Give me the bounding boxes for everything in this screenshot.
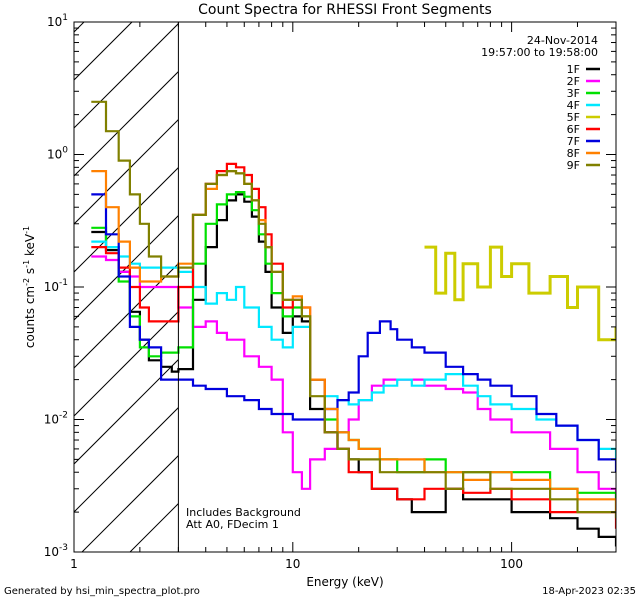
annotation-background: Includes Background <box>186 506 301 519</box>
x-tick-label: 10 <box>285 557 300 571</box>
x-tick-label: 100 <box>500 557 523 571</box>
series-line-4F <box>91 240 616 460</box>
legend-label-5F: 5F <box>567 111 580 124</box>
legend-label-1F: 1F <box>567 63 580 76</box>
annotation-attenuator: Att A0, FDecim 1 <box>186 518 279 531</box>
series-line-9F <box>91 100 616 519</box>
legend-label-9F: 9F <box>567 159 580 172</box>
series-line-7F <box>91 193 616 473</box>
hatch-line <box>74 70 179 177</box>
x-tick-label: 1 <box>70 557 78 571</box>
y-label-mid1: s <box>23 268 37 278</box>
y-label-exp1: -2 <box>22 278 31 286</box>
y-axis-ticks: 10-3 10-2 10-1 100 101 <box>44 13 616 559</box>
hatch-line <box>74 310 179 417</box>
time-range: 19:57:00 to 19:58:00 <box>481 46 598 59</box>
hatch-line <box>74 214 179 321</box>
series-line-8F <box>91 170 616 513</box>
hatch-line <box>74 406 179 513</box>
series-line-5F <box>424 245 616 342</box>
timestamp-footer: 18-Apr-2023 02:35 <box>542 586 636 597</box>
spectra-series-group <box>91 100 616 547</box>
y-tick-label: 10-2 <box>44 411 68 427</box>
y-label-exp3: -1 <box>22 226 31 234</box>
series-line-1F <box>91 193 616 547</box>
y-label-exp2: -1 <box>22 260 31 268</box>
hatch-line <box>81 454 179 552</box>
y-label-mid2: keV <box>23 233 37 260</box>
chart-title: Count Spectra for RHESSI Front Segments <box>198 2 492 18</box>
below-threshold-hatch <box>74 22 179 552</box>
legend-label-6F: 6F <box>567 123 580 136</box>
hatch-line <box>74 358 179 465</box>
y-label-main: counts cm <box>23 286 37 348</box>
y-axis-label: counts cm-2 s-1 keV-1 <box>22 226 37 348</box>
y-tick-label: 10-1 <box>44 278 68 294</box>
y-tick-label: 101 <box>47 13 68 29</box>
legend-label-7F: 7F <box>567 135 580 148</box>
generated-by-footer: Generated by hsi_min_spectra_plot.pro <box>4 586 200 597</box>
x-axis-ticks: 1 10 100 <box>70 22 617 571</box>
observation-date: 24-Nov-2014 <box>527 34 598 47</box>
legend-label-2F: 2F <box>567 75 580 88</box>
x-axis-label: Energy (keV) <box>306 575 383 589</box>
legend-label-8F: 8F <box>567 147 580 160</box>
legend-label-3F: 3F <box>567 87 580 100</box>
legend-label-4F: 4F <box>567 99 580 112</box>
y-tick-label: 10-3 <box>44 543 68 559</box>
y-tick-label: 100 <box>47 146 68 162</box>
series-line-6F <box>91 162 616 529</box>
